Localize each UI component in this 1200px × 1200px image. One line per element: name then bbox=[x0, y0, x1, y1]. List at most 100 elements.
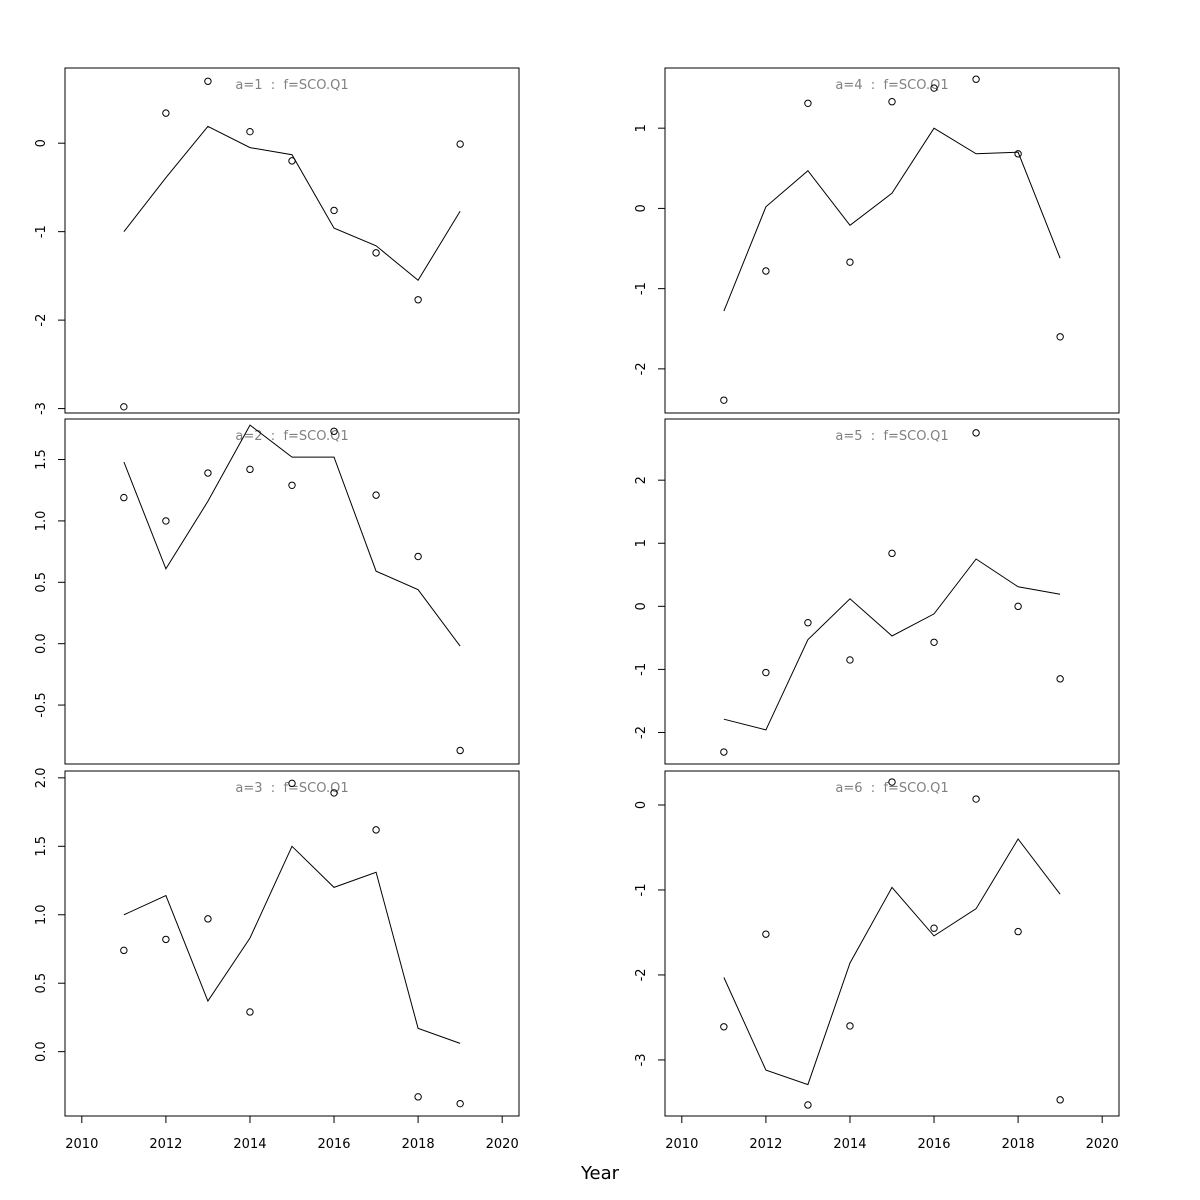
panel-1: a=1 : f=SCO.Q1 -3 -2 -1 0 bbox=[34, 67, 520, 415]
x-tick-label: 2018 bbox=[1002, 1137, 1035, 1152]
y-tick-label: 1 bbox=[634, 539, 649, 547]
x-tick-label: 2016 bbox=[317, 1137, 350, 1152]
y-tick-label: 0.5 bbox=[34, 572, 49, 593]
series-line bbox=[723, 558, 1061, 731]
y-tick-label: -2 bbox=[634, 968, 649, 981]
x-axis-label: Year bbox=[580, 1163, 620, 1184]
y-tick-label: -1 bbox=[634, 663, 649, 676]
y-tick-label: 2 bbox=[634, 476, 649, 484]
data-point bbox=[330, 427, 338, 435]
data-point bbox=[120, 403, 128, 411]
data-point bbox=[288, 779, 296, 788]
y-tick-label: 0.0 bbox=[34, 633, 49, 654]
data-point bbox=[1014, 150, 1022, 158]
data-point bbox=[720, 748, 728, 756]
data-point bbox=[288, 481, 296, 489]
data-point bbox=[1014, 927, 1022, 936]
data-point bbox=[972, 75, 980, 83]
y-tick-label: -2 bbox=[634, 726, 649, 739]
data-point bbox=[846, 258, 854, 266]
y-tick-label: 0.5 bbox=[34, 973, 49, 994]
series-line bbox=[123, 125, 461, 282]
data-point bbox=[162, 109, 170, 117]
y-tick-label: 0 bbox=[34, 139, 49, 147]
x-tick-label: 2010 bbox=[65, 1137, 98, 1152]
panel-frame bbox=[64, 418, 520, 765]
panel-5: a=5 : f=SCO.Q1 -2 -1 0 1 2 bbox=[634, 418, 1120, 765]
data-point bbox=[1056, 675, 1064, 683]
data-point bbox=[1056, 333, 1064, 341]
y-tick-label: 0 bbox=[634, 204, 649, 212]
series-line bbox=[123, 424, 461, 647]
data-point bbox=[330, 206, 338, 215]
x-tick-label: 2012 bbox=[749, 1137, 782, 1152]
data-point bbox=[288, 157, 296, 165]
data-point bbox=[888, 778, 896, 786]
data-point bbox=[162, 935, 170, 944]
panel-frame bbox=[664, 67, 1120, 414]
data-point bbox=[972, 429, 980, 437]
data-point bbox=[330, 789, 338, 797]
data-point bbox=[930, 924, 938, 932]
data-point bbox=[456, 746, 464, 755]
data-point bbox=[414, 552, 422, 561]
data-point bbox=[930, 638, 938, 646]
panels: a=1 : f=SCO.Q1 -3 -2 -1 0 a=2 : f=SCO.Q1 -0.5 0… bbox=[34, 67, 1120, 1152]
panel-3: a=3 : f=SCO.Q1 0.0 0.5 1.0 1.5 2.0 2010 2012 201… bbox=[34, 768, 520, 1152]
y-tick-label: 0 bbox=[634, 801, 649, 809]
data-point bbox=[846, 656, 854, 664]
data-point bbox=[120, 946, 128, 955]
data-point bbox=[1056, 1096, 1064, 1104]
data-point bbox=[246, 1008, 254, 1016]
series-line bbox=[123, 845, 461, 1044]
data-point bbox=[1014, 602, 1022, 611]
data-point bbox=[414, 296, 422, 304]
y-tick-label: 1.5 bbox=[34, 449, 49, 470]
series-line bbox=[723, 838, 1061, 1086]
y-tick-label: -1 bbox=[634, 282, 649, 295]
y-tick-label: 1.0 bbox=[34, 511, 49, 532]
data-point bbox=[372, 249, 380, 257]
y-tick-label: 2.0 bbox=[34, 768, 49, 789]
x-tick-label: 2016 bbox=[917, 1137, 950, 1152]
data-point bbox=[120, 493, 128, 502]
x-tick-label: 2012 bbox=[149, 1137, 182, 1152]
panel-title: a=6 : f=SCO.Q1 bbox=[835, 781, 948, 796]
y-tick-label: 0.0 bbox=[34, 1041, 49, 1062]
data-point bbox=[804, 99, 812, 108]
data-point bbox=[846, 1022, 854, 1030]
data-point bbox=[204, 469, 212, 477]
x-tick-label: 2010 bbox=[665, 1137, 698, 1152]
data-point bbox=[804, 1101, 812, 1109]
y-tick-label: -3 bbox=[34, 402, 49, 415]
y-tick-label: -0.5 bbox=[34, 692, 49, 717]
data-point bbox=[720, 396, 728, 404]
y-tick-label: -3 bbox=[634, 1053, 649, 1066]
x-tick-label: 2018 bbox=[402, 1137, 435, 1152]
x-tick-label: 2020 bbox=[1086, 1137, 1119, 1152]
data-point bbox=[414, 1093, 422, 1101]
series-line bbox=[723, 127, 1061, 312]
data-point bbox=[162, 517, 170, 525]
data-point bbox=[972, 795, 980, 803]
data-point bbox=[888, 97, 896, 106]
x-tick-label: 2014 bbox=[233, 1137, 266, 1152]
y-tick-label: 1.0 bbox=[34, 904, 49, 925]
data-point bbox=[372, 826, 380, 834]
panel-frame bbox=[64, 67, 520, 414]
y-tick-label: -1 bbox=[34, 225, 49, 238]
y-tick-label: -2 bbox=[34, 314, 49, 327]
data-point bbox=[204, 915, 212, 923]
data-point bbox=[762, 267, 770, 275]
data-point bbox=[456, 1099, 464, 1108]
panel-title: a=1 : f=SCO.Q1 bbox=[235, 78, 348, 93]
panel-4: a=4 : f=SCO.Q1 -2 -1 0 1 bbox=[634, 67, 1120, 414]
data-point bbox=[246, 465, 254, 474]
panel-frame bbox=[664, 418, 1120, 765]
data-point bbox=[246, 127, 254, 136]
data-point bbox=[372, 491, 380, 499]
panel-title: a=4 : f=SCO.Q1 bbox=[835, 78, 948, 93]
y-tick-label: 0 bbox=[634, 602, 649, 610]
y-tick-label: -2 bbox=[634, 362, 649, 375]
